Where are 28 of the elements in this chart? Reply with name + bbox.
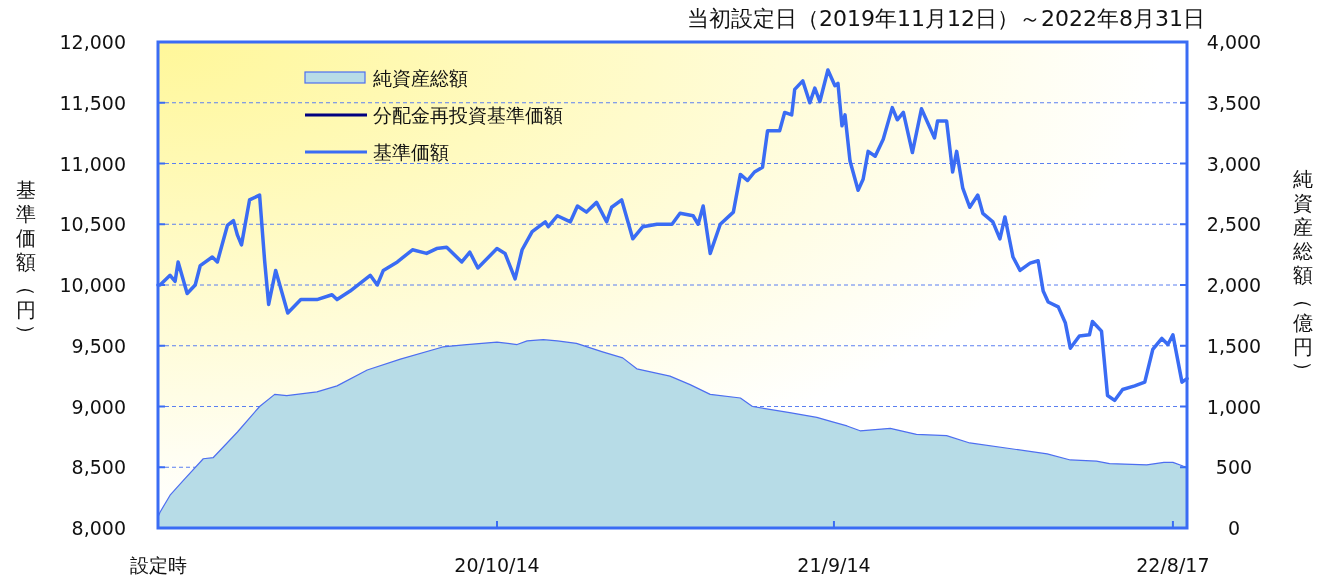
y-tick-label: 10,000 [59, 274, 126, 296]
y-tick-label: 9,500 [71, 334, 126, 357]
y2-tick-label: 3,000 [1206, 152, 1262, 175]
legend-label: 純資産総額 [373, 67, 468, 89]
y-tick-label: 11,500 [59, 91, 126, 114]
y-tick-label: 12,000 [59, 31, 126, 53]
y2-tick-label: 2,000 [1206, 274, 1262, 296]
y-tick-label: 11,000 [59, 152, 126, 175]
legend-label: 分配金再投資基準価額 [373, 104, 563, 126]
x-tick-label: 21/9/14 [797, 554, 871, 576]
x-tick-label: 設定時 [129, 554, 187, 576]
text: 純資産総額（億円） [1292, 167, 1316, 381]
y-axis-title: 基準価額（円） [15, 178, 39, 344]
y-tick-label: 9,000 [71, 395, 126, 418]
y2-tick-label: 2,500 [1206, 213, 1262, 236]
x-tick-label: 22/8/17 [1136, 554, 1210, 576]
y-tick-label: 8,500 [71, 456, 126, 479]
legend-label: 基準価額 [373, 141, 449, 163]
y2-tick-label: 500 [1215, 456, 1253, 479]
y-tick-label: 8,000 [71, 517, 126, 539]
chart-title: 当初設定日（2019年11月12日）～2022年8月31日 [687, 6, 1205, 31]
y2-tick-label: 4,000 [1206, 31, 1262, 53]
y2-tick-label: 1,000 [1206, 395, 1262, 418]
y2-tick-label: 0 [1227, 517, 1241, 539]
x-tick-label: 20/10/14 [454, 554, 540, 576]
y2-tick-label: 3,500 [1206, 91, 1262, 114]
y2-tick-label: 1,500 [1206, 334, 1262, 357]
y-tick-label: 10,500 [59, 213, 126, 236]
